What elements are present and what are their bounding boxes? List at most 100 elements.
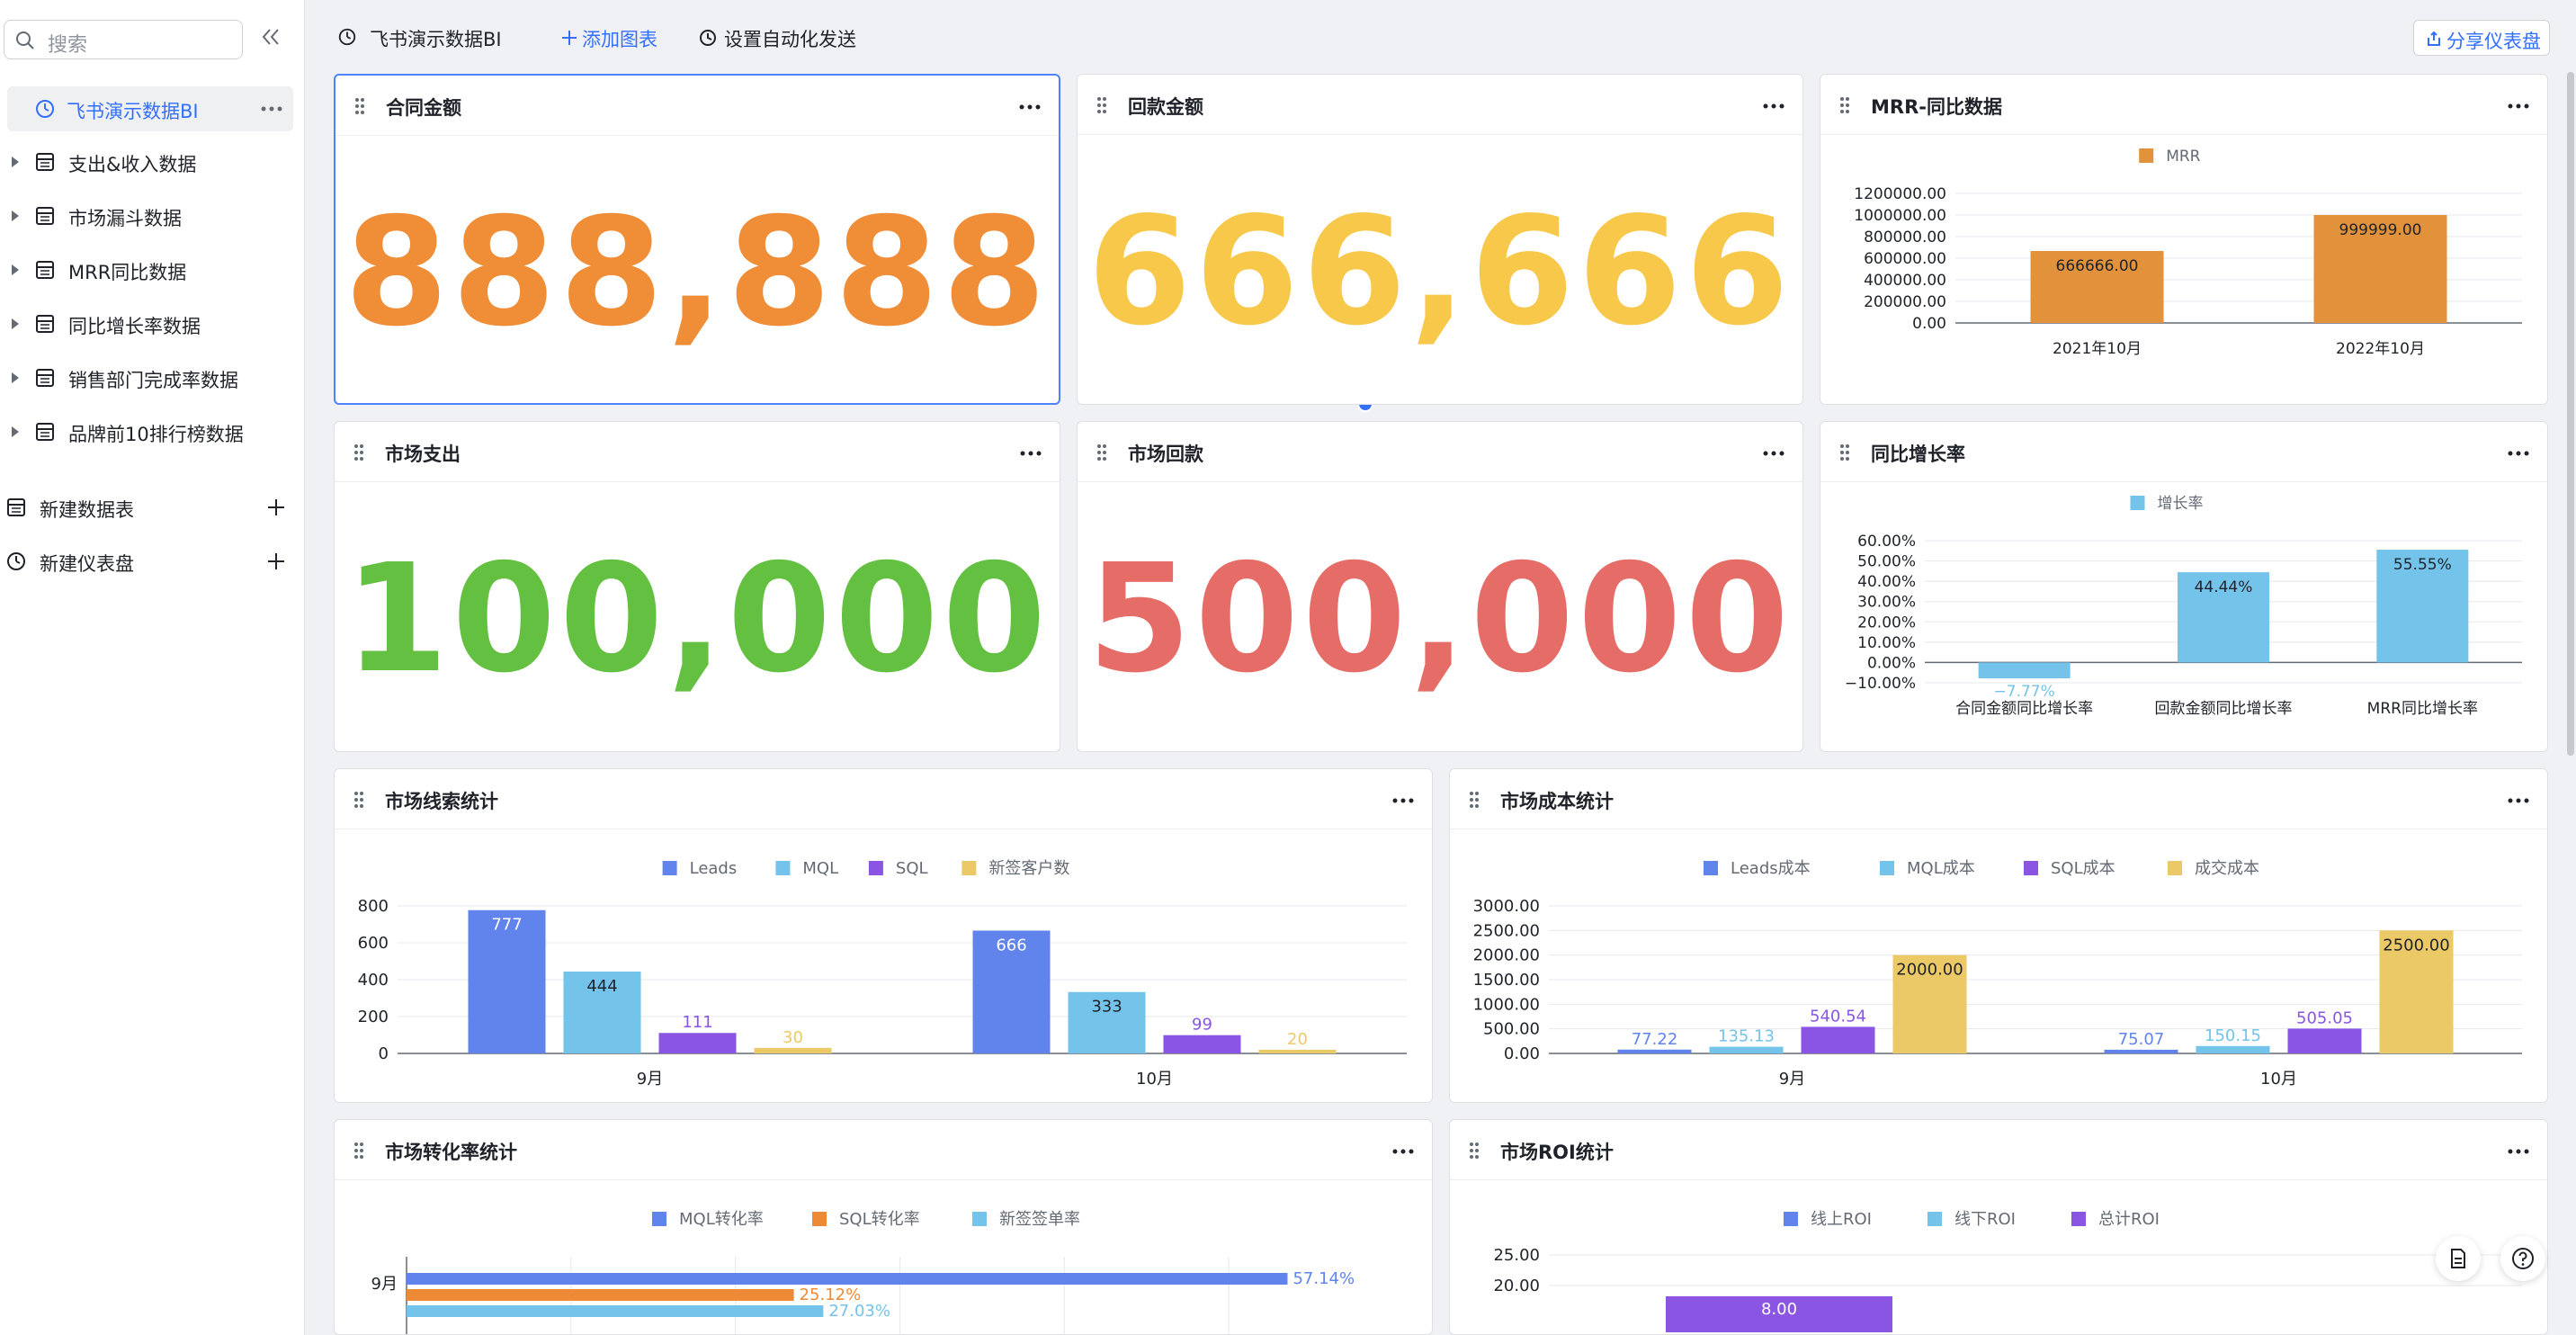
data-label: 777 [491,916,522,935]
sidebar-item-table[interactable]: MRR同比数据 [0,247,304,292]
legend-swatch [962,861,977,875]
drag-handle-icon[interactable] [1838,443,1851,462]
legend-swatch [868,861,883,875]
sidebar-item-table[interactable]: 同比增长率数据 [0,301,304,346]
data-label: 999999.00 [2339,221,2422,239]
sidebar-item-dashboard[interactable]: 飞书演示数据BI [7,86,293,131]
legend-swatch [1704,861,1718,875]
share-label: 分享仪表盘 [2446,31,2541,52]
drag-handle-icon[interactable] [353,1141,365,1160]
dashboard-icon [7,552,25,570]
drag-handle-icon[interactable] [353,96,366,116]
y-tick-label: 800000.00 [1864,228,1946,246]
share-dashboard-button[interactable]: 分享仪表盘 [2413,20,2550,56]
document-button[interactable] [2436,1236,2481,1281]
bar [2313,215,2447,323]
data-label: 30 [783,1028,803,1047]
bar [754,1047,832,1053]
more-icon[interactable] [2508,451,2529,456]
plus-icon[interactable] [266,497,286,517]
collapse-sidebar-icon[interactable] [261,27,281,47]
bar [1709,1046,1784,1053]
kpi-card-market-spend[interactable]: 市场支出 100,000 [334,421,1060,752]
new-dashboard-button[interactable]: 新建仪表盘 [0,539,304,584]
more-icon[interactable] [1763,103,1784,109]
data-label: 444 [586,977,617,996]
dashboard-icon [36,100,54,118]
expand-arrow-icon[interactable] [12,211,19,221]
drag-handle-icon[interactable] [1096,443,1108,462]
drag-handle-icon[interactable] [353,443,365,462]
more-icon[interactable] [2508,1149,2529,1154]
card-header: 同比增长率 [1820,422,2547,482]
drag-handle-icon[interactable] [1838,95,1851,115]
y-tick-label: 20.00 [1493,1277,1540,1295]
search-input[interactable]: 搜索 [4,20,243,59]
new-table-button[interactable]: 新建数据表 [0,485,304,530]
drag-handle-icon[interactable] [1468,790,1480,810]
new-table-label: 新建数据表 [40,499,134,521]
chart-card-mrr[interactable]: MRR-同比数据 MRR 0.00 200000.00 400000.00 600000… [1820,74,2548,405]
chart-card-leads[interactable]: 市场线索统计 Leads MQL SQL 新签客户数 0 200 400 600 800 9月 77… [334,768,1433,1103]
scrollbar[interactable] [2567,72,2574,756]
kpi-card-market-return[interactable]: 市场回款 500,000 [1077,421,1803,752]
y-tick-label: 40.00% [1857,573,1916,591]
chart-card-cost[interactable]: 市场成本统计 Leads成本 MQL成本 SQL成本 成交成本 0.00 500.00 10… [1449,768,2548,1103]
y-tick-label: 50.00% [1857,553,1916,571]
more-icon[interactable] [1763,451,1784,456]
expand-arrow-icon[interactable] [12,264,19,275]
expand-arrow-icon[interactable] [12,426,19,437]
sidebar-item-table[interactable]: 品牌前10排行榜数据 [0,409,304,454]
data-label: 55.55% [2393,556,2452,574]
search-placeholder: 搜索 [48,34,88,57]
bar [407,1273,1288,1285]
bar [1068,991,1146,1053]
expand-arrow-icon[interactable] [12,318,19,329]
help-button[interactable] [2500,1236,2545,1281]
data-label: 27.03% [828,1302,890,1321]
more-icon[interactable] [1392,798,1414,803]
drag-handle-icon[interactable] [353,790,365,810]
card-title: 市场成本统计 [1500,791,1614,812]
auto-send-button[interactable]: 设置自动化发送 [699,20,879,56]
chart-card-conversion[interactable]: 市场转化率统计 MQL转化率 SQL转化率 新签签单率 9月 57.14% 25.12% 2… [334,1119,1433,1335]
y-tick-label: 1000000.00 [1854,207,1946,225]
kpi-card-contract[interactable]: 合同金额 888,888 [334,74,1060,405]
expand-arrow-icon[interactable] [12,372,19,383]
growth-chart: 增长率 −10.00% 0.00% 10.00% 20.00% 30.00% 40.00% 5… [1845,495,2522,718]
more-icon[interactable] [2508,103,2529,109]
chart-card-roi[interactable]: 市场ROI统计 线上ROI 线下ROI 总计ROI 20.00 25.00 8.00 [1449,1119,2548,1335]
more-icon[interactable] [2508,798,2529,803]
x-tick-label: 9月 [1779,1070,1805,1089]
y-tick-label: 30.00% [1857,594,1916,612]
bar [1801,1026,1875,1053]
legend-swatch [2168,861,2182,875]
data-label: 2500.00 [2383,936,2449,954]
sidebar-item-table[interactable]: 支出&收入数据 [0,139,304,184]
sidebar-item-table[interactable]: 市场漏斗数据 [0,193,304,238]
drag-handle-icon[interactable] [1468,1141,1480,1160]
more-icon[interactable] [1019,104,1041,110]
plus-icon[interactable] [266,551,286,571]
chart-card-growth[interactable]: 同比增长率 增长率 −10.00% 0.00% 10.00% 20.00% 30.00% 4… [1820,421,2548,752]
legend-swatch [2139,148,2154,163]
data-label: 333 [1091,998,1122,1017]
y-tick-label: 0.00% [1867,654,1916,672]
bar [1978,662,2071,678]
legend-swatch [2024,861,2038,875]
bar [2178,572,2269,663]
data-label: 99 [1192,1016,1212,1035]
legend-label: Leads成本 [1731,859,1811,878]
kpi-card-payment[interactable]: 回款金额 666,666 [1077,74,1803,405]
sidebar-item-label: 销售部门完成率数据 [68,370,238,391]
more-icon[interactable] [1392,1149,1414,1154]
more-icon[interactable] [261,106,282,112]
sidebar-item-table[interactable]: 销售部门完成率数据 [0,355,304,400]
data-label: 57.14% [1292,1269,1355,1288]
x-tick-label: 10月 [1136,1070,1173,1089]
legend-swatch [2130,496,2145,510]
drag-handle-icon[interactable] [1096,95,1108,115]
add-chart-button[interactable]: 添加图表 [560,20,674,56]
more-icon[interactable] [1020,451,1042,456]
expand-arrow-icon[interactable] [12,157,19,167]
